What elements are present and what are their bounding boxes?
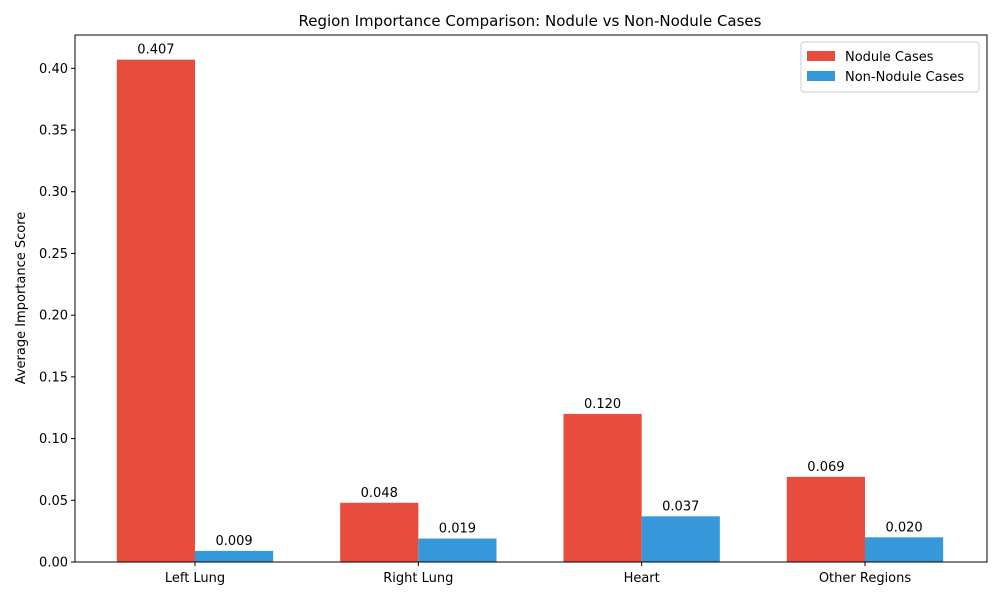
y-tick-label: 0.35	[39, 124, 68, 139]
data-label: 0.069	[807, 460, 844, 475]
chart-title: Region Importance Comparison: Nodule vs …	[299, 12, 762, 30]
bar	[340, 502, 419, 562]
data-label: 0.019	[439, 522, 476, 537]
bar	[641, 516, 720, 562]
data-label: 0.020	[885, 520, 922, 535]
y-tick-label: 0.00	[39, 556, 68, 571]
legend-label: Non-Nodule Cases	[845, 70, 964, 85]
legend-label: Nodule Cases	[845, 50, 934, 65]
data-label: 0.037	[662, 499, 699, 514]
data-label: 0.120	[584, 397, 621, 412]
axes-frame	[74, 34, 988, 563]
bar	[418, 538, 497, 562]
plot-area: 0.00 0.05 0.10 0.15 0.20 0.25 0.30 0.35 0.40 0.40…	[39, 34, 988, 586]
y-tick-label: 0.05	[39, 494, 68, 509]
y-tick-label: 0.15	[39, 370, 68, 385]
legend-box	[800, 41, 980, 93]
y-tick-label: 0.40	[39, 62, 68, 77]
y-tick-label: 0.20	[39, 309, 68, 324]
bar	[786, 476, 865, 562]
bar	[563, 413, 642, 562]
y-tick-label: 0.10	[39, 432, 68, 447]
data-label: 0.407	[137, 43, 174, 58]
y-axis-label: Average Importance Score	[14, 212, 29, 385]
x-tick-label: Heart	[624, 571, 660, 586]
legend-swatch	[807, 71, 835, 81]
bar	[195, 550, 274, 562]
y-tick-label: 0.25	[39, 247, 68, 262]
bar	[116, 59, 195, 563]
y-tick-label: 0.30	[39, 185, 68, 200]
legend-swatch	[807, 51, 835, 61]
data-label: 0.048	[361, 486, 398, 501]
x-tick-label: Left Lung	[165, 571, 225, 586]
legend: Nodule Cases Non-Nodule Cases	[800, 41, 980, 93]
x-tick-label: Right Lung	[383, 571, 453, 586]
data-label: 0.009	[215, 534, 252, 549]
x-tick-label: Other Regions	[819, 571, 912, 586]
bar	[865, 537, 944, 562]
